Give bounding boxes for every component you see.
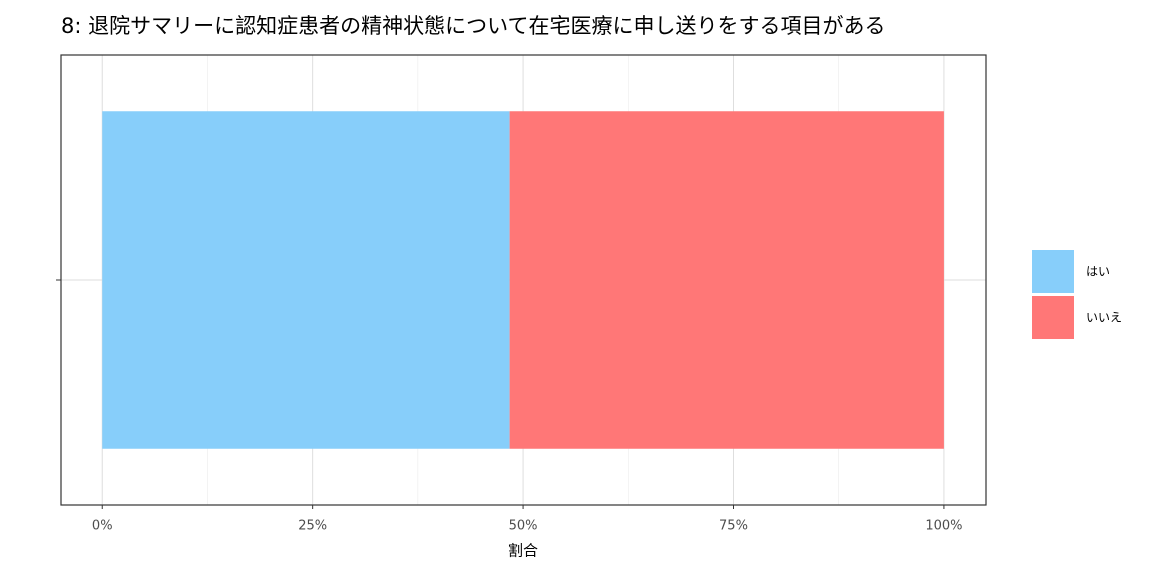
bar [102, 111, 510, 449]
legend-label: いいえ [1086, 311, 1122, 325]
panel-border [60, 54, 987, 506]
legend-key [1032, 250, 1074, 293]
x-tick-label: 50% [509, 519, 538, 534]
legend-label: はい [1086, 265, 1110, 279]
legend-key [1032, 296, 1074, 339]
x-tick-label: 0% [92, 519, 113, 534]
x-tick-label: 75% [719, 519, 748, 534]
x-tick-label: 25% [298, 519, 327, 534]
x-tick-label: 100% [925, 519, 962, 534]
bar [509, 111, 944, 449]
chart-title: 8: 退院サマリーに認知症患者の精神状態について在宅医療に申し送りをする項目があ… [61, 14, 885, 38]
x-axis-label: 割合 [508, 542, 538, 560]
